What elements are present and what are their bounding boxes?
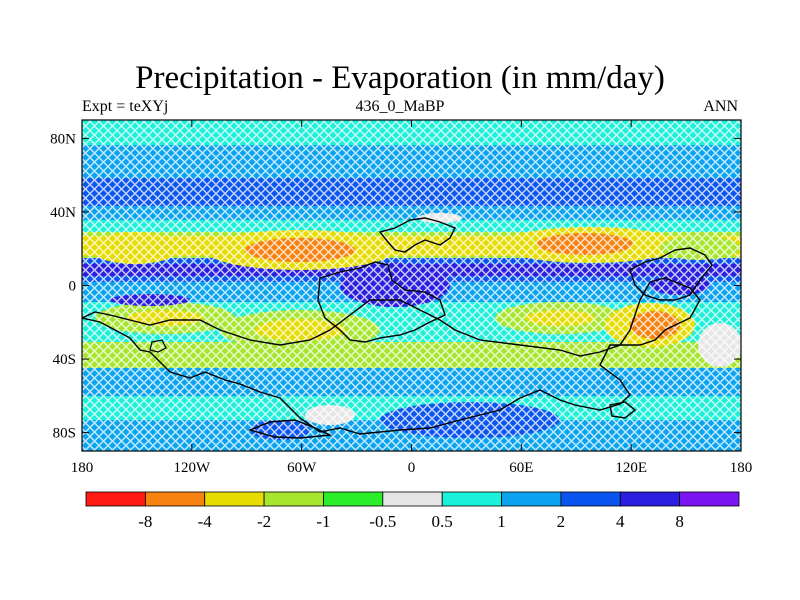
colorbar-box	[382, 491, 443, 507]
lon-tick-label: 120W	[173, 460, 211, 476]
land-north-outline	[378, 217, 456, 253]
ocean-stipple	[82, 120, 741, 451]
colorbar-label: -8	[138, 512, 152, 531]
land-island-outline	[609, 401, 637, 419]
colorbar-box	[85, 491, 146, 507]
lon-tick-label: 60E	[509, 460, 533, 476]
colorbar-label: 1	[497, 512, 506, 531]
lat-tick-label: 80S	[53, 426, 76, 442]
land-east-outline	[629, 247, 713, 301]
longitude-axis: 180 120W 60W 0 60E 120E 180	[71, 120, 753, 476]
map-title: Precipitation - Evaporation (in mm/day)	[135, 60, 665, 96]
land-small-outline	[149, 339, 167, 353]
colorbar-box	[441, 491, 502, 507]
colorbar-box	[323, 491, 384, 507]
colorbar-box	[619, 491, 681, 507]
lon-tick-label: 120E	[615, 460, 647, 476]
period-label: 436_0_MaBP	[355, 98, 445, 115]
land-central-outline	[317, 261, 446, 343]
colorbar-label: -1	[316, 512, 330, 531]
colorbar-label: -2	[257, 512, 271, 531]
lat-tick-label: 40N	[50, 205, 76, 221]
colorbar-label: -4	[198, 512, 213, 531]
latitude-axis: 80N 40N 0 40S 80S	[50, 131, 741, 442]
colorbar-box	[204, 491, 265, 507]
colorbar-label: 4	[616, 512, 625, 531]
colorbar	[85, 491, 740, 507]
colorbar-label: -0.5	[369, 512, 396, 531]
colorbar-label: 2	[557, 512, 566, 531]
lat-tick-label: 0	[69, 279, 77, 295]
colorbar-box	[501, 491, 562, 507]
season-label: ANN	[703, 98, 738, 115]
lon-tick-label: 180	[730, 460, 753, 476]
experiment-label: Expt = teXYj	[82, 98, 169, 115]
colorbar-box	[263, 491, 324, 507]
colorbar-labels: -8 -4 -2 -1 -0.5 0.5 1 2 4 8	[138, 512, 684, 531]
colorbar-box	[144, 491, 206, 507]
land-west-coast	[82, 277, 701, 435]
lon-tick-label: 180	[71, 460, 94, 476]
lon-tick-label: 60W	[287, 460, 317, 476]
colorbar-box	[560, 491, 621, 507]
lat-tick-label: 40S	[53, 352, 76, 368]
land-south-outline	[247, 419, 333, 439]
lon-tick-label: 0	[408, 460, 416, 476]
field-layer	[82, 120, 741, 451]
colorbar-box	[679, 491, 740, 507]
colorbar-label: 8	[675, 512, 684, 531]
lat-tick-label: 80N	[50, 131, 76, 147]
colorbar-label: 0.5	[432, 512, 453, 531]
